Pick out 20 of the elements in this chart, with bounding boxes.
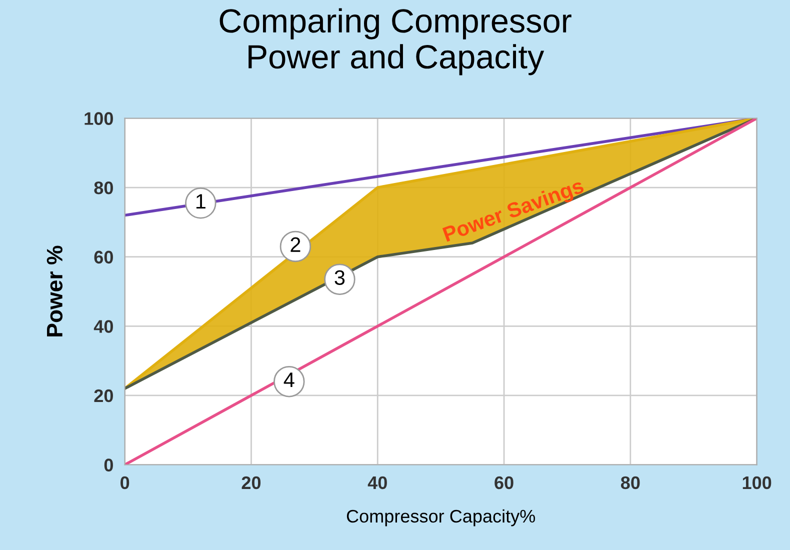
annotation: 4 bbox=[284, 372, 294, 387]
annotation: 3 bbox=[334, 270, 345, 285]
y-tick-label: 60 bbox=[94, 250, 113, 264]
x-tick-label: 0 bbox=[120, 476, 130, 490]
annotation: Power Savings bbox=[442, 178, 586, 246]
y-tick-label: 20 bbox=[94, 389, 113, 402]
chart-title: Comparing Compressor Power and Capacity bbox=[220, 8, 572, 76]
y-tick-label: 40 bbox=[94, 320, 113, 333]
x-axis-title: Compressor Capacity% bbox=[346, 509, 536, 526]
x-tick-label: 60 bbox=[494, 476, 514, 490]
x-tick-label: 40 bbox=[368, 476, 387, 490]
x-tick-label: 20 bbox=[242, 476, 261, 490]
annotation: 2 bbox=[290, 237, 300, 252]
y-tick-label: 100 bbox=[84, 112, 113, 125]
x-tick-label: 80 bbox=[620, 476, 640, 490]
x-tick-label: 100 bbox=[742, 476, 772, 490]
annotation: 1 bbox=[196, 194, 206, 209]
y-tick-label: 0 bbox=[104, 458, 113, 472]
y-tick-label: 80 bbox=[94, 181, 113, 194]
y-axis-title: Power % bbox=[46, 246, 63, 336]
